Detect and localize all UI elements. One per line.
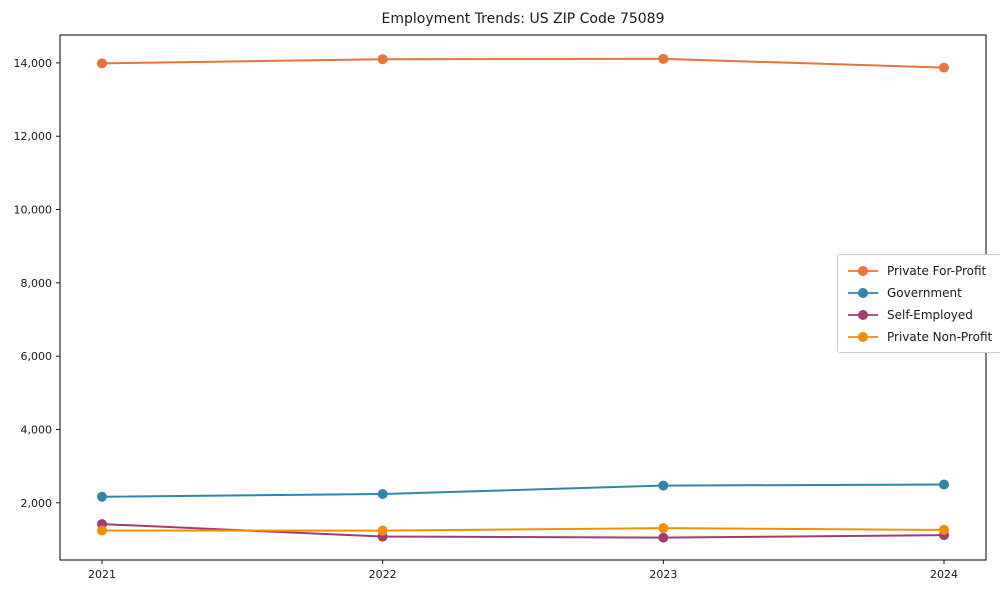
- series-point-private-non-profit-2022: [377, 525, 388, 536]
- legend-dot-sample: [858, 331, 868, 342]
- x-axis-tick-label: 2024: [930, 568, 958, 581]
- legend-item-private-for-profit: Private For-Profit: [847, 262, 992, 279]
- legend-item-self-employed: Self-Employed: [847, 306, 992, 323]
- series-point-government-2024: [939, 479, 949, 490]
- y-axis-tick-label: 14,000: [14, 57, 53, 70]
- series-point-private-for-profit-2024: [939, 62, 949, 73]
- y-axis-tick-label: 6,000: [21, 350, 53, 363]
- legend-marker-private-for-profit: [848, 265, 878, 276]
- legend-marker-government: [848, 287, 878, 298]
- legend-item-government: Government: [847, 284, 992, 301]
- chart-title: Employment Trends: US ZIP Code 75089: [381, 11, 665, 27]
- series-point-private-non-profit-2021: [97, 525, 107, 536]
- y-axis-tick-label: 4,000: [21, 423, 53, 436]
- legend-label-self-employed: Self-Employed: [887, 307, 973, 322]
- y-axis-tick-label: 2,000: [21, 497, 53, 510]
- series-point-private-non-profit-2024: [939, 524, 949, 535]
- y-axis-tick-label: 10,000: [14, 204, 53, 217]
- legend: Private For-Profit Government Self-Employe…: [837, 254, 1000, 353]
- y-axis-tick-label: 8,000: [21, 277, 53, 290]
- series-line-private-for-profit: [101, 57, 945, 69]
- legend-label-private-non-profit: Private Non-Profit: [887, 329, 993, 344]
- series-point-private-non-profit-2023: [658, 523, 669, 534]
- series-point-government-2023: [658, 480, 669, 491]
- x-axis-tick-label: 2022: [369, 568, 397, 581]
- legend-label-private-for-profit: Private For-Profit: [887, 263, 987, 278]
- series-point-private-for-profit-2022: [377, 54, 388, 65]
- series-line-private-non-profit: [101, 527, 945, 532]
- legend-dot-sample: [858, 265, 868, 276]
- series-point-government-2021: [97, 491, 107, 502]
- legend-marker-self-employed: [848, 309, 878, 320]
- legend-dot-sample: [858, 287, 868, 298]
- series-point-government-2022: [377, 489, 388, 500]
- series-point-self-employed-2023: [658, 532, 669, 543]
- y-axis-tick-label: 12,000: [14, 130, 53, 143]
- series-point-private-for-profit-2021: [97, 58, 107, 69]
- x-axis-tick-label: 2023: [649, 568, 677, 581]
- legend-marker-private-non-profit: [848, 331, 878, 342]
- legend-dot-sample: [858, 309, 868, 320]
- series-line-government: [101, 483, 945, 498]
- series-point-private-for-profit-2023: [658, 53, 669, 64]
- x-axis-tick-label: 2021: [88, 568, 116, 581]
- legend-label-government: Government: [887, 285, 962, 300]
- legend-item-private-non-profit: Private Non-Profit: [847, 328, 992, 345]
